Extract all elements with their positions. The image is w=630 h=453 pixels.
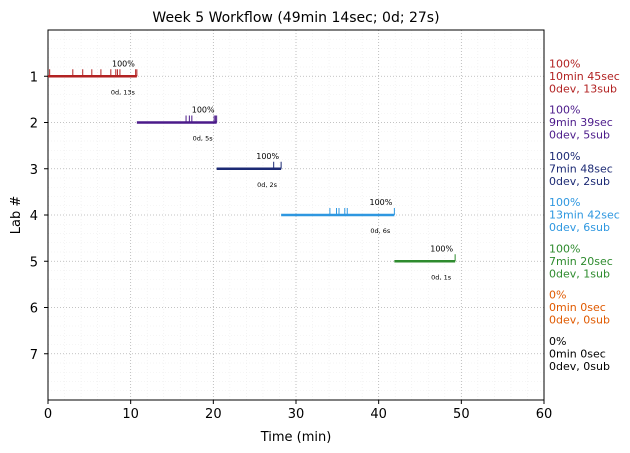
lab-1-percent-label: 100% [112, 59, 135, 68]
y-tick-label: 7 [30, 348, 38, 363]
y-tick-label: 1 [30, 70, 38, 85]
lab-3-status-line: 0dev, 2sub [549, 175, 610, 188]
lab-7-status-line: 0min 0sec [549, 347, 606, 360]
lab-3-status-line: 7min 48sec [549, 162, 613, 175]
lab-3-summary-label: 0d, 2s [257, 181, 278, 189]
axes: 0 10 20 30 40 50 60 1 2 3 4 5 6 7 [30, 70, 553, 422]
x-tick-label: 40 [370, 407, 387, 422]
lab-7-status-line: 0dev, 0sub [549, 360, 610, 373]
lab-4-summary-label: 0d, 6s [370, 227, 391, 235]
chart-title: Week 5 Workflow (49min 14sec; 0d; 27s) [152, 10, 439, 26]
x-tick-label: 10 [122, 407, 139, 422]
lab-5-status-line: 0dev, 1sub [549, 267, 610, 280]
lab-3-percent-label: 100% [256, 152, 279, 161]
lab-2-summary-label: 0d, 5s [193, 135, 214, 143]
y-tick-label: 6 [30, 302, 38, 317]
y-tick-label: 5 [30, 255, 38, 270]
lab-2-status-line: 9min 39sec [549, 116, 613, 129]
x-tick-label: 20 [205, 407, 222, 422]
lab-4-status-line: 0dev, 6sub [549, 221, 610, 234]
y-tick-label: 3 [30, 163, 38, 178]
x-tick-label: 0 [44, 407, 52, 422]
lab-5-status-line: 100% [549, 242, 580, 255]
lab-4-percent-label: 100% [369, 198, 392, 207]
lab-1-status-line: 10min 45sec [549, 70, 620, 83]
lab-5-status-line: 7min 20sec [549, 255, 613, 268]
lab-marks: 100% 0d, 13s 100% 0d, 5s 100% 0d, 2s 100% 0d, 6… [48, 59, 456, 281]
lab-1-status-line: 100% [549, 57, 580, 70]
lab-3-status-line: 100% [549, 150, 580, 163]
lab-6-status-line: 0% [549, 289, 566, 302]
lab-6-status-line: 0min 0sec [549, 301, 606, 314]
lab-4-status-line: 13min 42sec [549, 209, 620, 222]
lab-2-status-line: 0dev, 5sub [549, 129, 610, 142]
lab-5-percent-label: 100% [430, 244, 453, 253]
lab-1-summary-label: 0d, 13s [111, 88, 136, 96]
x-axis-label: Time (min) [260, 430, 332, 445]
x-tick-label: 60 [536, 407, 553, 422]
y-tick-label: 2 [30, 117, 38, 132]
lab-4-status-line: 100% [549, 196, 580, 209]
lab-5-summary-label: 0d, 1s [431, 273, 452, 281]
lab-6-status-line: 0dev, 0sub [549, 314, 610, 327]
lab-2-percent-label: 100% [192, 106, 215, 115]
lab-7-status-line: 0% [549, 335, 566, 348]
lab-1-status-line: 0dev, 13sub [549, 82, 617, 95]
x-tick-label: 50 [453, 407, 470, 422]
lab-2-status-line: 100% [549, 104, 580, 117]
y-tick-label: 4 [30, 209, 38, 224]
x-tick-label: 30 [288, 407, 305, 422]
y-axis-label: Lab # [9, 196, 24, 235]
